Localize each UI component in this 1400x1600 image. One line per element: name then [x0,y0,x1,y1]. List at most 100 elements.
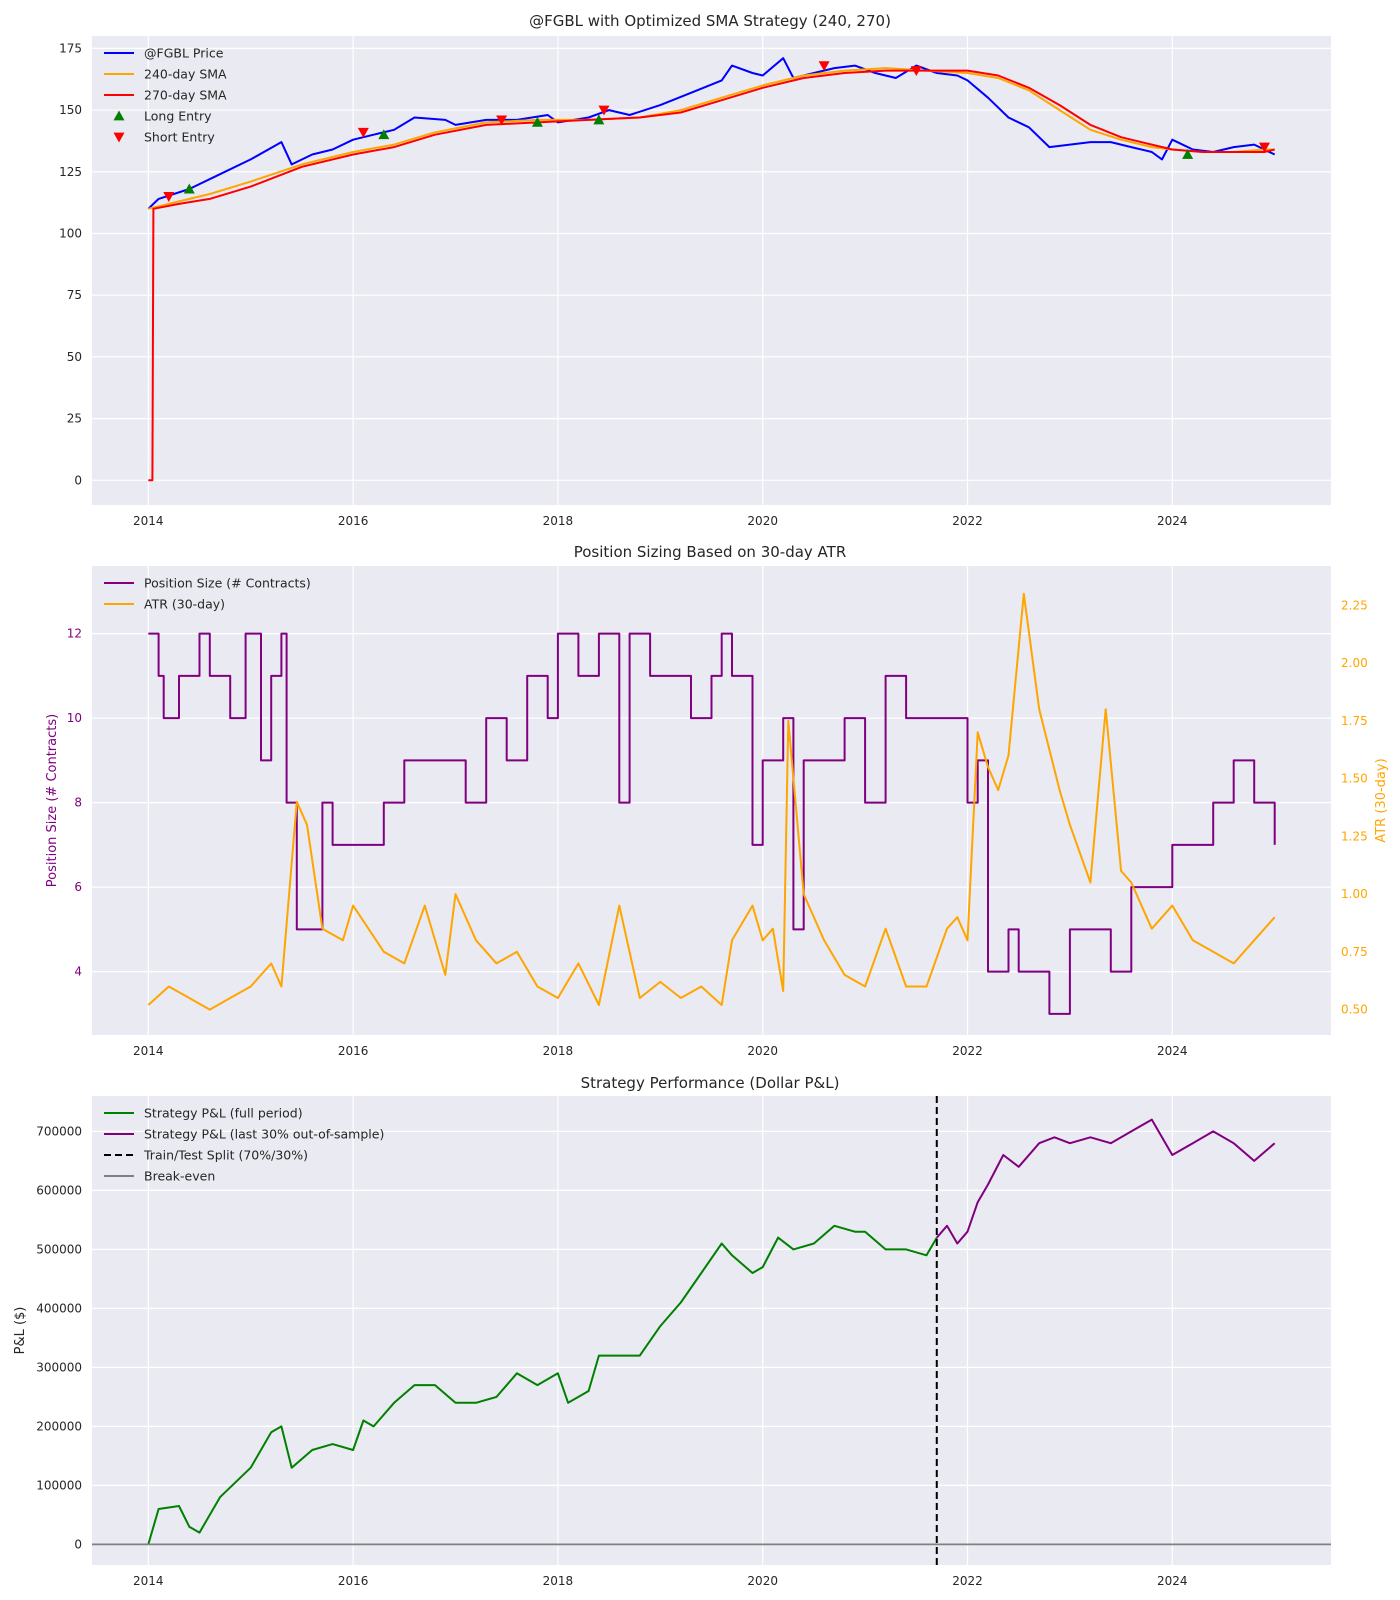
series-line-strategy-p-l-last-30-out-of-sample [936,1118,1276,1245]
position-panel-title: Position Sizing Based on 30-day ATR [574,543,847,561]
x-tick-label: 2016 [338,1574,369,1588]
y-right-tick-label: 2.00 [1341,656,1368,670]
y-tick-label: 0 [74,1537,82,1551]
y-right-tick-label: 1.50 [1341,772,1368,786]
y-tick-label: 400000 [36,1301,82,1315]
x-tick-label: 2022 [952,1574,983,1588]
y-right-tick-label: 1.00 [1341,887,1368,901]
pnl-panel-title: Strategy Performance (Dollar P&L) [581,1074,840,1092]
x-tick-label: 2014 [133,514,164,528]
y-tick-label: 75 [67,288,82,302]
x-tick-label: 2024 [1157,1574,1188,1588]
series-group [147,57,1276,482]
x-tick-label: 2022 [952,514,983,528]
legend-label: 240-day SMA [144,67,227,82]
legend-label: ATR (30-day) [144,597,225,612]
y-tick-label: 150 [59,103,82,117]
y-tick-label: 12 [67,627,82,641]
y-right-tick-label: 1.75 [1341,714,1368,728]
x-tick-label: 2016 [338,514,369,528]
y-tick-label: 4 [74,965,82,979]
y-right-tick-label: 1.25 [1341,829,1368,843]
y-tick-label: 100000 [36,1478,82,1492]
legend-swatch-long-entry [113,110,125,121]
pnl-panel: Strategy Performance (Dollar P&L) 2014 20… [13,1074,1331,1588]
y-axis-label: P&L ($) [13,1307,28,1355]
long-entry-marker [531,116,543,127]
short-entry-marker [357,127,369,138]
legend-label: @FGBL Price [144,46,224,61]
legend: Strategy P&L (full period) Strategy P&L (… [104,1106,384,1184]
series-group [147,592,1276,1015]
y-tick-label: 700000 [36,1124,82,1138]
long-entry-marker [593,114,605,125]
legend-swatch-short-entry [113,132,125,143]
x-tick-label: 2018 [543,514,574,528]
series-line-fgbl-price [147,57,1276,210]
y-tick-label: 0 [74,473,82,487]
x-tick-label: 2022 [952,1044,983,1058]
legend-label: Strategy P&L (last 30% out-of-sample) [144,1127,384,1142]
x-tick-label: 2020 [747,514,778,528]
legend-label: Strategy P&L (full period) [144,1106,303,1121]
legend-label: Long Entry [144,109,212,124]
legend-label: Break-even [144,1169,215,1184]
x-tick-label: 2016 [338,1044,369,1058]
y-tick-label: 500000 [36,1242,82,1256]
y-tick-label: 125 [59,165,82,179]
x-tick-label: 2018 [543,1044,574,1058]
grid [92,36,1331,505]
x-tick-label: 2014 [133,1044,164,1058]
y-tick-label: 10 [67,711,82,725]
long-entry-marker [183,183,195,194]
x-tick-label: 2020 [747,1044,778,1058]
x-tick-label: 2014 [133,1574,164,1588]
legend-label: Short Entry [144,130,215,145]
legend-label: Train/Test Split (70%/30%) [143,1148,308,1163]
plot-area [92,566,1331,1035]
y-tick-label: 25 [67,412,82,426]
series-line-240-day-sma [148,67,1275,210]
y-tick-label: 300000 [36,1360,82,1374]
y-tick-label: 175 [59,41,82,55]
y-right-tick-label: 0.50 [1341,1003,1368,1017]
x-tick-label: 2024 [1157,514,1188,528]
y-right-axis-label: ATR (30-day) [1374,758,1389,842]
legend-label: 270-day SMA [144,88,227,103]
series-line-270-day-sma [148,69,1275,482]
y-tick-label: 600000 [36,1183,82,1197]
y-axis-label: Position Size (# Contracts) [45,714,60,887]
legend-label: Position Size (# Contracts) [144,576,311,591]
y-tick-label: 50 [67,350,82,364]
short-entry-marker [496,115,508,126]
series-group [92,1096,1331,1565]
y-tick-label: 6 [74,880,82,894]
legend: @FGBL Price 240-day SMA 270-day SMA Long En… [104,46,227,145]
x-tick-label: 2024 [1157,1044,1188,1058]
grid [92,1096,1331,1565]
x-tick-label: 2018 [543,1574,574,1588]
y-tick-label: 200000 [36,1419,82,1433]
price-panel-title: @FGBL with Optimized SMA Strategy (240, … [529,12,891,30]
long-entry-marker [1182,148,1194,159]
series-line-position-size-contracts [148,632,1276,1015]
series-line-strategy-p-l-full-period [147,1224,938,1545]
plot-area [92,1096,1331,1565]
y-tick-label: 100 [59,226,82,240]
short-entry-marker [1258,142,1270,153]
price-panel: @FGBL with Optimized SMA Strategy (240, … [59,12,1331,528]
short-entry-marker [910,66,922,77]
short-entry-marker [163,192,175,202]
short-entry-marker [818,61,830,72]
series-line-atr-30-day [147,592,1276,1011]
y-tick-label: 8 [74,796,82,810]
legend: Position Size (# Contracts) ATR (30-day) [104,576,311,612]
plot-area [92,36,1331,505]
y-right-tick-label: 0.75 [1341,945,1368,959]
position-panel: Position Sizing Based on 30-day ATR 2014… [45,543,1389,1058]
y-right-tick-label: 2.25 [1341,598,1368,612]
long-entry-marker [378,129,390,140]
x-tick-label: 2020 [747,1574,778,1588]
short-entry-marker [598,105,610,116]
